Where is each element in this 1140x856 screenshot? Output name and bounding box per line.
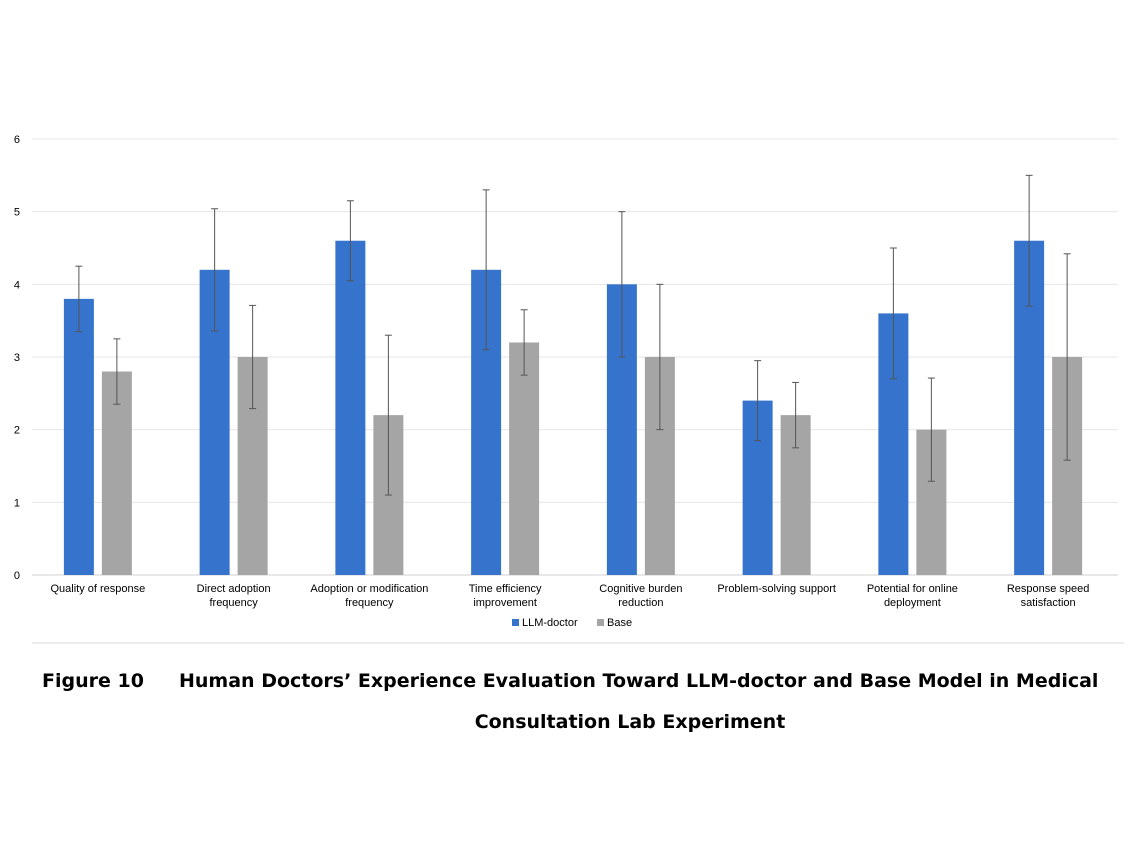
legend-label: Base (607, 617, 632, 629)
legend-label: LLM-doctor (522, 617, 578, 629)
y-tick-label: 4 (14, 279, 20, 291)
legend-swatch (512, 619, 519, 626)
chart-svg: 0 1 2 3 4 5 6 Quality of response Direct adoptio… (14, 134, 1124, 644)
x-category-label: Direct adoption (197, 583, 271, 595)
legend-swatch (597, 619, 604, 626)
caption-title: Human Doctors’ Experience Evaluation Tow… (179, 670, 1099, 692)
x-category-label: Response speed (1007, 583, 1090, 595)
y-tick-label: 0 (14, 570, 20, 582)
caption-line-1: Figure 10 Human Doctors’ Experience Evalu… (42, 670, 1098, 692)
caption-line-2: Consultation Lab Experiment (474, 711, 786, 733)
figure-number: Figure 10 (42, 670, 144, 692)
x-category-label: satisfaction (1021, 597, 1076, 609)
y-tick-label: 1 (14, 497, 20, 509)
x-category-label: improvement (473, 597, 537, 609)
x-category-label: Quality of response (50, 583, 145, 595)
x-category-label: Cognitive burden (599, 583, 682, 595)
x-category-label: Potential for online (867, 583, 958, 595)
x-category-label: deployment (884, 597, 941, 609)
x-category-label: reduction (618, 597, 663, 609)
bar-base (101, 371, 132, 575)
y-tick-label: 6 (14, 134, 20, 146)
x-category-label: frequency (345, 597, 394, 609)
x-category-label: frequency (209, 597, 258, 609)
bar-llm-doctor (335, 240, 366, 575)
bar-llm-doctor (63, 298, 94, 575)
x-category-label: Adoption or modification (310, 583, 428, 595)
y-tick-label: 5 (14, 207, 20, 219)
bar-base (509, 342, 540, 575)
y-tick-label: 2 (14, 425, 20, 437)
bar-chart: 0 1 2 3 4 5 6 Quality of response Direct adoptio… (14, 134, 1124, 644)
x-category-label: Time efficiency (469, 583, 542, 595)
y-tick-label: 3 (14, 352, 20, 364)
x-category-label: Problem-solving support (717, 583, 836, 595)
